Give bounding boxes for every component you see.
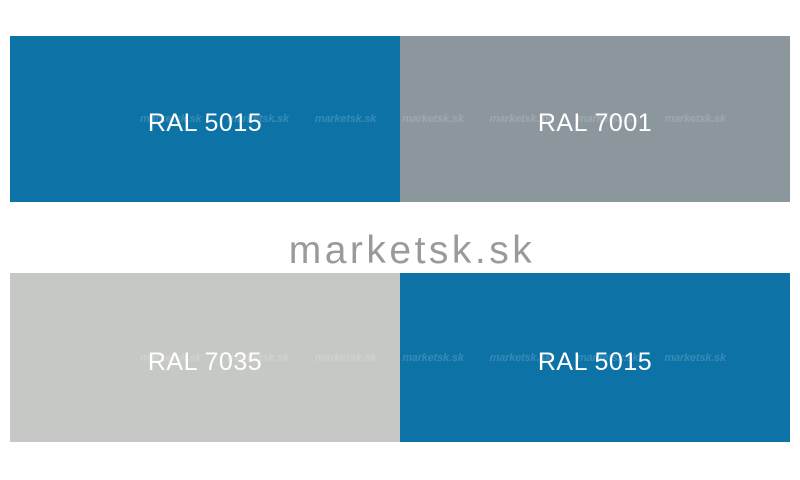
swatch-row-bottom: RAL 7035 RAL 5015 marketsk.sk marketsk.s… xyxy=(10,273,790,442)
site-title: marketsk.sk xyxy=(0,225,800,275)
swatch-bottom-right-ral-5015: RAL 5015 xyxy=(400,273,790,442)
swatch-label-ral-5015: RAL 5015 xyxy=(147,109,263,137)
swatch-row-top: RAL 5015 RAL 7001 marketsk.sk marketsk.s… xyxy=(10,36,790,202)
swatch-label-ral-7001: RAL 7001 xyxy=(537,109,653,137)
swatch-top-left-ral-5015: RAL 5015 xyxy=(10,36,400,202)
swatch-bottom-left-ral-7035: RAL 7035 xyxy=(10,273,400,442)
swatch-label-ral-5015-bottom: RAL 5015 xyxy=(537,347,653,376)
swatch-label-ral-7035: RAL 7035 xyxy=(147,347,263,376)
swatch-top-right-ral-7001: RAL 7001 xyxy=(400,36,790,202)
site-title-text: marketsk.sk xyxy=(288,228,536,272)
